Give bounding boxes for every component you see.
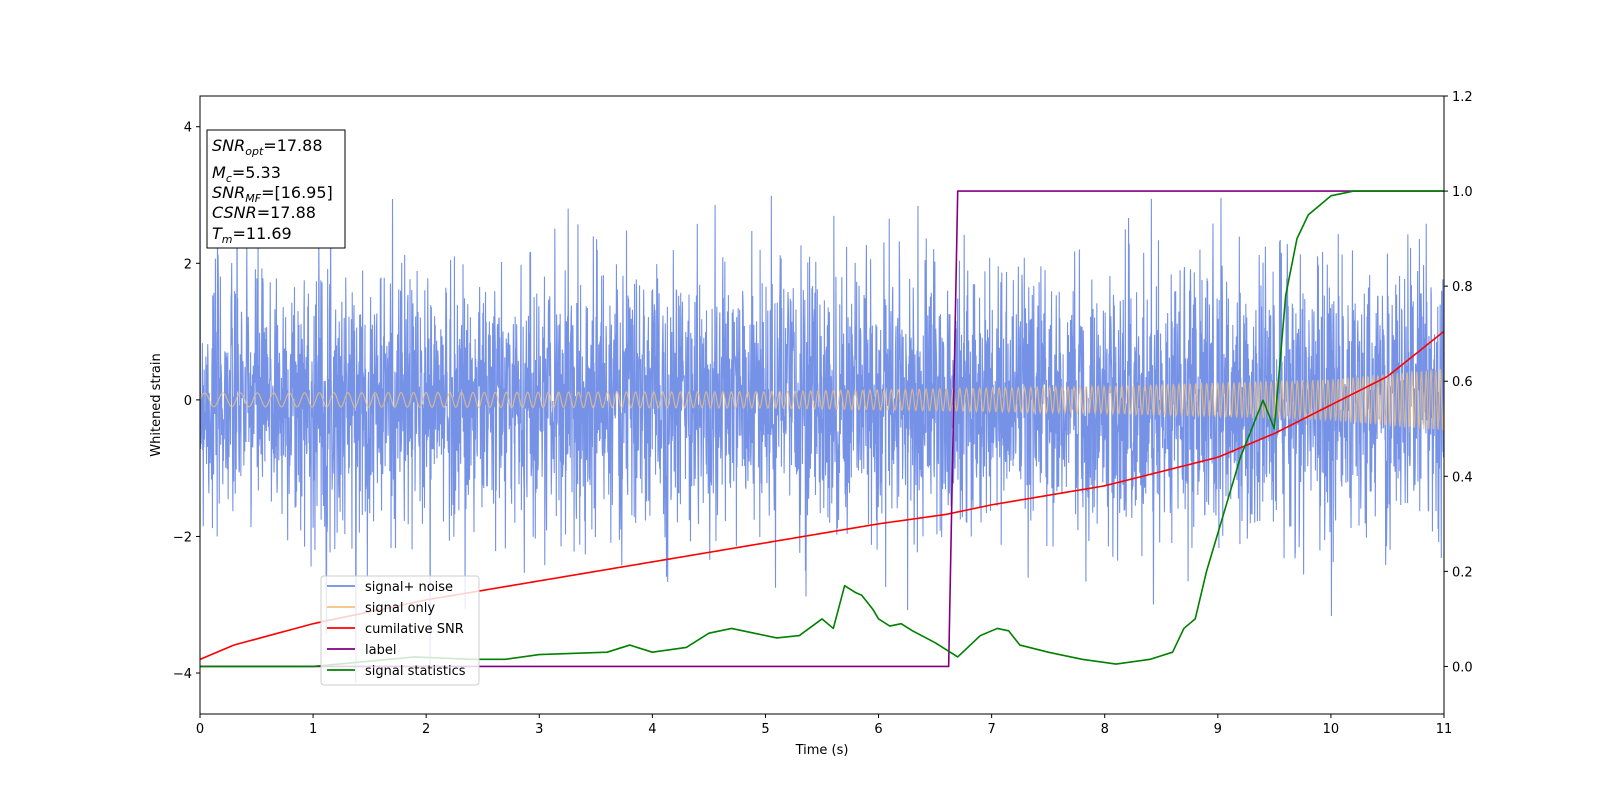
legend: signal+ noise signal only cumilative SNR la… [320,575,480,686]
x-tick-label: 2 [422,722,430,737]
series-label-line [200,190,1444,668]
y-right-tick-label: 0.0 [1452,660,1473,675]
series-signal-statistics-line [200,190,1444,668]
y-axis-title: Whitened strain [149,353,164,456]
y-right-tick-label: 0.8 [1452,280,1473,295]
legend-label: label [365,643,396,658]
x-tick-label: 9 [1214,722,1222,737]
y-left-tick-label: 0 [184,394,192,409]
y-right-tick-label: 0.6 [1452,375,1473,390]
legend-label: signal only [365,601,435,616]
annotation-snr-opt: SNRopt=17.88 [212,136,323,158]
x-tick-label: 4 [648,722,656,737]
x-tick-label: 8 [1101,722,1109,737]
annotation-box: SNRopt=17.88 Mc=5.33 SNRMF=[16.95] CSNR=… [206,129,346,249]
y-right-tick-label: 1.0 [1452,185,1473,200]
axes: 0 1 2 3 4 5 6 7 8 9 10 11 −4 −2 0 2 4 0.0 0.2 0.4 0.6 0.8 1.0 1… [173,90,1473,737]
legend-frame [320,575,480,686]
y-right-tick-label: 1.2 [1452,90,1473,105]
y-right-tick-label: 0.4 [1452,470,1473,485]
x-tick-label: 7 [987,722,995,737]
x-tick-label: 1 [309,722,317,737]
legend-label: signal+ noise [365,580,453,595]
x-tick-label: 10 [1323,722,1340,737]
axes-frame [199,95,1445,715]
y-left-tick-label: −4 [173,667,192,682]
annotation-mc: Mc=5.33 [212,163,281,185]
annotation-frame [206,129,346,249]
x-tick-label: 3 [535,722,543,737]
annotation-tm: Tm=11.69 [212,224,292,246]
y-left-tick-label: −2 [173,530,192,545]
series-signal-only-line [200,368,1444,431]
x-axis-title: Time (s) [795,743,849,758]
x-tick-label: 5 [761,722,769,737]
annotation-csnr: CSNR=17.88 [212,203,316,222]
y-left-tick-label: 4 [184,121,192,136]
series-signal-noise-line [200,147,1444,684]
y-left-tick-label: 2 [184,257,192,272]
x-tick-label: 11 [1436,722,1453,737]
annotation-snr-mf: SNRMF=[16.95] [212,183,333,205]
x-tick-label: 0 [196,722,204,737]
x-tick-label: 6 [874,722,882,737]
legend-label: signal statistics [365,664,466,679]
legend-label: cumilative SNR [365,622,464,637]
y-right-tick-label: 0.2 [1452,565,1473,580]
